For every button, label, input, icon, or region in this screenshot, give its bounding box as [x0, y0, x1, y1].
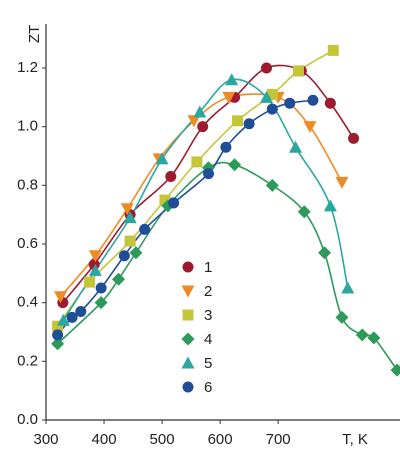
marker	[390, 363, 400, 377]
marker	[323, 199, 337, 212]
fit-curve	[62, 64, 355, 304]
marker	[266, 103, 278, 115]
legend-marker	[182, 309, 194, 321]
marker	[225, 73, 239, 86]
marker	[228, 158, 242, 172]
marker	[297, 205, 311, 219]
fit-curve	[57, 161, 398, 371]
y-tick-label: 0.0	[17, 411, 38, 428]
marker	[88, 263, 102, 276]
legend-marker	[181, 356, 195, 369]
y-tick-label: 0.4	[17, 294, 38, 311]
x-axis-label: T, K	[342, 431, 368, 448]
marker	[54, 291, 68, 304]
marker	[303, 121, 317, 134]
marker	[335, 310, 349, 324]
marker	[327, 44, 339, 56]
marker	[139, 223, 151, 235]
legend-marker	[182, 381, 194, 393]
marker	[355, 328, 369, 342]
legend-marker	[181, 285, 195, 298]
marker	[165, 171, 177, 183]
marker	[232, 115, 244, 127]
fit-curve	[62, 78, 349, 321]
x-tick-label: 500	[150, 431, 175, 448]
marker	[222, 91, 236, 104]
marker	[193, 105, 207, 118]
marker	[367, 331, 381, 345]
marker	[348, 132, 360, 144]
marker	[289, 140, 303, 153]
marker	[56, 313, 70, 326]
legend-label: 2	[204, 283, 212, 300]
marker	[95, 282, 107, 294]
legend-marker	[181, 332, 195, 346]
marker	[335, 176, 349, 189]
marker	[51, 337, 65, 351]
marker	[307, 94, 319, 106]
legend-label: 3	[204, 307, 212, 324]
marker	[197, 121, 209, 133]
marker	[191, 156, 203, 168]
y-axis-label: ZT	[26, 25, 43, 43]
x-tick-label: 700	[266, 431, 291, 448]
marker	[261, 62, 273, 74]
legend-marker	[182, 261, 194, 273]
y-tick-label: 1.0	[17, 118, 38, 135]
legend-label: 1	[204, 259, 212, 276]
y-tick-label: 0.2	[17, 352, 38, 369]
marker	[341, 281, 355, 294]
marker	[292, 65, 304, 77]
x-tick-label: 600	[208, 431, 233, 448]
y-tick-label: 0.6	[17, 235, 38, 252]
marker	[243, 118, 255, 130]
marker	[168, 197, 180, 209]
legend-label: 6	[204, 379, 212, 396]
fit-curve	[56, 99, 314, 336]
marker	[124, 235, 136, 247]
marker	[118, 250, 130, 262]
legend-label: 4	[204, 331, 212, 348]
marker	[88, 250, 102, 263]
x-tick-label: 300	[33, 431, 58, 448]
marker	[129, 246, 143, 260]
marker	[52, 329, 64, 341]
marker	[318, 246, 332, 260]
y-tick-label: 1.2	[17, 59, 38, 76]
marker	[260, 90, 274, 103]
marker	[94, 296, 108, 310]
marker	[84, 276, 96, 288]
marker	[66, 311, 78, 323]
marker	[284, 97, 296, 109]
y-tick-label: 0.8	[17, 176, 38, 193]
marker	[75, 305, 87, 317]
marker	[324, 97, 336, 109]
marker	[120, 203, 134, 216]
marker	[123, 211, 137, 224]
marker	[220, 141, 232, 153]
marker	[202, 168, 214, 180]
x-tick-label: 400	[92, 431, 117, 448]
marker	[155, 152, 169, 165]
legend-label: 5	[204, 355, 212, 372]
marker	[265, 178, 279, 192]
marker	[187, 115, 201, 128]
marker	[112, 272, 126, 286]
